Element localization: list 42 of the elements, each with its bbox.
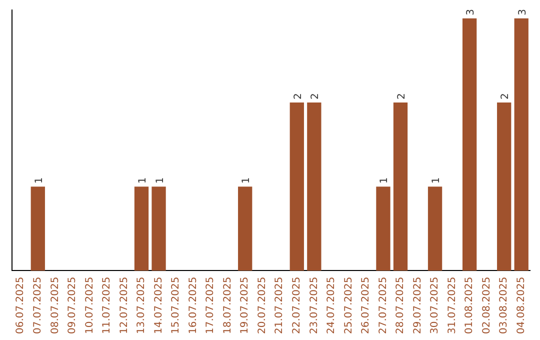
data-label: 3	[466, 9, 477, 16]
x-tick-label: 23.07.2025	[308, 276, 320, 334]
x-tick-label: 30.07.2025	[430, 276, 441, 334]
x-tick-label: 25.07.2025	[343, 276, 354, 334]
data-label: 1	[431, 177, 442, 184]
x-tick-label: 27.07.2025	[378, 276, 389, 334]
data-label: 2	[396, 93, 408, 100]
x-tick-label: 09.07.2025	[67, 276, 78, 334]
x-tick-label: 03.08.2025	[498, 276, 510, 334]
data-label: 1	[138, 177, 148, 184]
x-tick-label: 15.07.2025	[170, 276, 182, 334]
data-label: 1	[34, 177, 45, 184]
x-tick-label: 04.08.2025	[516, 276, 527, 334]
x-tick-label: 11.07.2025	[102, 276, 113, 334]
x-tick-label: 12.07.2025	[118, 276, 130, 334]
data-label: 2	[500, 93, 512, 100]
data-label: 2	[310, 93, 322, 100]
data-label: 3	[517, 9, 528, 16]
x-tick-label: 13.07.2025	[136, 276, 148, 334]
x-tick-label: 16.07.2025	[188, 276, 199, 334]
x-tick-label: 17.07.2025	[205, 276, 216, 334]
x-tick-label: 21.07.2025	[274, 276, 286, 334]
x-tick-label: 28.07.2025	[395, 276, 406, 334]
x-tick-label: 07.07.2025	[32, 276, 44, 334]
x-tick-label: 29.07.2025	[412, 276, 424, 334]
data-label: 1	[154, 177, 166, 184]
x-tick-label: 22.07.2025	[291, 276, 302, 334]
x-tick-label: 10.07.2025	[84, 276, 96, 334]
data-label: 2	[292, 93, 304, 100]
x-tick-label: 06.07.2025	[15, 276, 26, 334]
x-tick-label: 31.07.2025	[446, 276, 458, 334]
x-tick-label: 24.07.2025	[326, 276, 338, 334]
data-label: 1	[241, 177, 252, 184]
x-tick-label: 20.07.2025	[256, 276, 268, 334]
x-tick-label: 08.07.2025	[50, 276, 61, 334]
x-tick-label: 26.07.2025	[360, 276, 372, 334]
data-label: 1	[379, 177, 390, 184]
x-tick-label: 18.07.2025	[222, 276, 234, 334]
x-tick-label: 19.07.2025	[240, 276, 251, 334]
x-tick-label: 02.08.2025	[481, 276, 492, 334]
x-tick-label: 14.07.2025	[153, 276, 164, 334]
x-tick-label: 01.08.2025	[464, 276, 476, 334]
